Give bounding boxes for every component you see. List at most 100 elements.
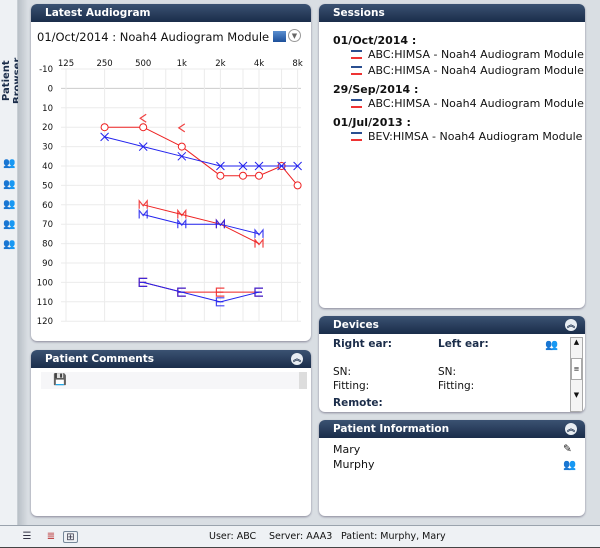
comments-textarea[interactable] — [41, 390, 307, 512]
y-tick-label: 40 — [42, 162, 53, 172]
session-label: BEV:HIMSA - Noah4 Audiogram Module — [368, 130, 583, 143]
status-server: Server: AAA3 — [269, 531, 333, 542]
series-line-left — [143, 281, 260, 303]
audiogram-subtitle: 01/Oct/2014 : Noah4 Audiogram Module — [37, 30, 287, 44]
remote-label: Remote: — [333, 397, 383, 409]
marker-bc — [139, 113, 147, 123]
marker-o — [100, 123, 109, 132]
edit-patient-icon[interactable]: ✎ — [563, 443, 572, 455]
marker-x — [216, 161, 225, 171]
audiogram-chart: -10 0 10 20 30 40 50 60 70 80 90 100 110 120 125 250 500… — [37, 59, 303, 327]
marker-x — [254, 161, 264, 171]
marker-x — [293, 161, 302, 171]
series-line-right — [143, 204, 260, 245]
audiogram-session-icon — [351, 66, 362, 75]
audiogram-module-icon — [273, 31, 287, 42]
marker-o — [139, 123, 148, 132]
session-item[interactable]: ABC:HIMSA - Noah4 Audiogram Module — [333, 47, 585, 63]
panel-header: Latest Audiogram — [31, 4, 311, 22]
series-line-right — [104, 126, 298, 186]
panel-header: Devices — [333, 319, 379, 331]
x-tick-label: 2k — [215, 59, 225, 69]
series-line-left — [143, 214, 260, 235]
layout-rows-icon[interactable]: ≣ — [46, 531, 56, 542]
series-line-left — [104, 136, 298, 167]
x-tick-label: 8k — [292, 59, 302, 69]
panel-header: Patient Information — [333, 423, 450, 435]
save-icon[interactable]: 💾 — [53, 373, 67, 386]
audiogram-session-icon — [351, 132, 362, 141]
y-tick-label: -10 — [39, 65, 53, 75]
session-item[interactable]: BEV:HIMSA - Noah4 Audiogram Module — [333, 129, 585, 145]
y-tick-label: 120 — [37, 317, 53, 327]
devices-scrollbar[interactable]: ▲ ≡ ▼ — [570, 337, 583, 412]
y-tick-label: 110 — [37, 298, 53, 308]
patient-icon[interactable]: 👥 — [3, 158, 16, 169]
marker-m — [177, 208, 187, 219]
y-tick-label: 70 — [42, 220, 53, 230]
panel-header: Sessions — [319, 4, 585, 22]
marker-x — [277, 161, 286, 171]
y-tick-label: 50 — [42, 181, 53, 191]
devices-panel: Devices ︽ Right ear: Left ear: 👥 SN: SN: … — [319, 316, 585, 412]
collapse-icon[interactable]: ︽ — [565, 319, 577, 331]
marker-o — [255, 171, 263, 180]
patient-last-name: Murphy — [333, 458, 375, 471]
session-date: 01/Jul/2013 : — [333, 116, 411, 129]
marker-e — [177, 287, 186, 297]
right-ear-label: Right ear: — [333, 338, 392, 350]
subtitle-text: 01/Oct/2014 : Noah4 Audiogram Module — [37, 30, 270, 44]
collapse-icon[interactable]: ︽ — [565, 423, 577, 435]
chevron-down-icon[interactable]: ▼ — [288, 29, 301, 42]
marker-m — [177, 218, 187, 229]
patient-import-icon[interactable]: 👥 — [3, 239, 16, 250]
patient-action-icon[interactable]: 👥 — [563, 459, 577, 471]
collapse-icon[interactable]: ︽ — [291, 353, 303, 365]
marker-o — [216, 171, 225, 180]
status-patient: Patient: Murphy, Mary — [341, 531, 446, 542]
latest-audiogram-panel: Latest Audiogram 01/Oct/2014 : Noah4 Aud… — [31, 4, 311, 341]
patient-comments-panel: Patient Comments ︽ 💾 — [31, 350, 311, 516]
x-tick-label: 125 — [58, 59, 74, 69]
panel-header: Patient Comments — [45, 353, 155, 365]
patient-browser-sidebar: Patient Browser 👥 👥 👥 👥 👥 — [0, 0, 23, 525]
left-ear-label: Left ear: — [438, 338, 489, 350]
y-tick-label: 90 — [42, 259, 53, 269]
device-edit-icon[interactable]: 👥 — [545, 339, 559, 351]
marker-e — [215, 297, 225, 307]
marker-m — [138, 208, 148, 219]
session-date: 29/Sep/2014 : — [333, 83, 419, 96]
marker-m — [254, 237, 264, 248]
session-item[interactable]: ABC:HIMSA - Noah4 Audiogram Module — [333, 96, 585, 112]
left-fitting-label: Fitting: — [438, 380, 475, 392]
patient-browser-title[interactable]: Patient Browser — [1, 58, 23, 104]
marker-o — [238, 171, 247, 180]
patient-flag-icon[interactable]: 👥 — [3, 199, 16, 210]
session-item[interactable]: ABC:HIMSA - Noah4 Audiogram Module — [333, 63, 585, 79]
scrollbar[interactable] — [299, 372, 307, 389]
patient-first-name: Mary — [333, 443, 361, 456]
patient-edit-icon[interactable]: 👥 — [3, 179, 16, 190]
left-sn-label: SN: — [438, 366, 457, 378]
session-label: ABC:HIMSA - Noah4 Audiogram Module — [368, 48, 584, 61]
session-label: ABC:HIMSA - Noah4 Audiogram Module — [368, 64, 584, 77]
y-tick-label: 10 — [42, 104, 53, 114]
patient-new-icon[interactable]: 👥 — [3, 219, 16, 230]
marker-x — [100, 132, 109, 142]
x-tick-label: 500 — [135, 59, 151, 69]
status-bar: ☰ ≣ ⊞ User: ABC Server: AAA3 Patient: Mu… — [0, 525, 600, 548]
marker-bc — [177, 123, 186, 133]
status-user: User: ABC — [209, 531, 257, 542]
layout-list-icon[interactable]: ☰ — [22, 531, 32, 542]
splitter[interactable] — [18, 0, 28, 525]
marker-o — [177, 142, 186, 151]
sessions-list: 01/Oct/2014 : ABC:HIMSA - Noah4 Audiogram… — [319, 22, 585, 145]
layout-grid-icon[interactable]: ⊞ — [63, 531, 78, 543]
y-tick-label: 20 — [42, 123, 53, 133]
audiogram-session-icon — [351, 99, 362, 108]
right-sn-label: SN: — [333, 366, 352, 378]
y-tick-label: 100 — [37, 278, 53, 288]
patient-information-panel: Patient Information ︽ Mary Murphy ✎ 👥 — [319, 420, 585, 516]
marker-x — [177, 151, 187, 161]
comments-toolbar: 💾 — [41, 372, 307, 389]
